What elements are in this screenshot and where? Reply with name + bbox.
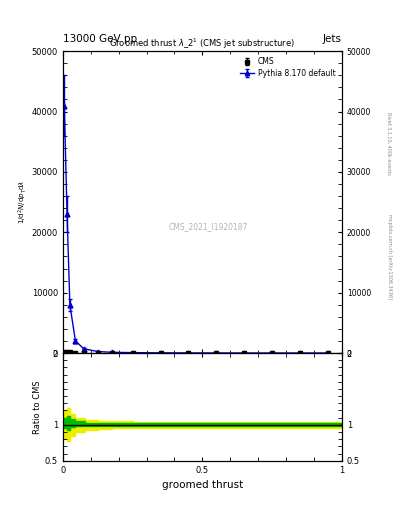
- Legend: CMS, Pythia 8.170 default: CMS, Pythia 8.170 default: [238, 55, 338, 80]
- X-axis label: groomed thrust: groomed thrust: [162, 480, 243, 490]
- Text: CMS_2021_I1920187: CMS_2021_I1920187: [168, 222, 248, 231]
- Text: mcplots.cern.ch [arXiv:1306.3436]: mcplots.cern.ch [arXiv:1306.3436]: [387, 214, 391, 298]
- Y-axis label: Ratio to CMS: Ratio to CMS: [33, 380, 42, 434]
- Title: Groomed thrust $\lambda\_2^1$ (CMS jet substructure): Groomed thrust $\lambda\_2^1$ (CMS jet s…: [110, 37, 295, 51]
- Y-axis label: $\mathrm{1/} \mathrm{d}^2 N / \mathrm{d} p_T \mathrm{d} \lambda$: $\mathrm{1/} \mathrm{d}^2 N / \mathrm{d}…: [17, 180, 29, 224]
- Text: 13000 GeV pp: 13000 GeV pp: [63, 33, 137, 44]
- Text: Rivet 3.1.10, 400k events: Rivet 3.1.10, 400k events: [387, 112, 391, 175]
- Text: Jets: Jets: [323, 33, 342, 44]
